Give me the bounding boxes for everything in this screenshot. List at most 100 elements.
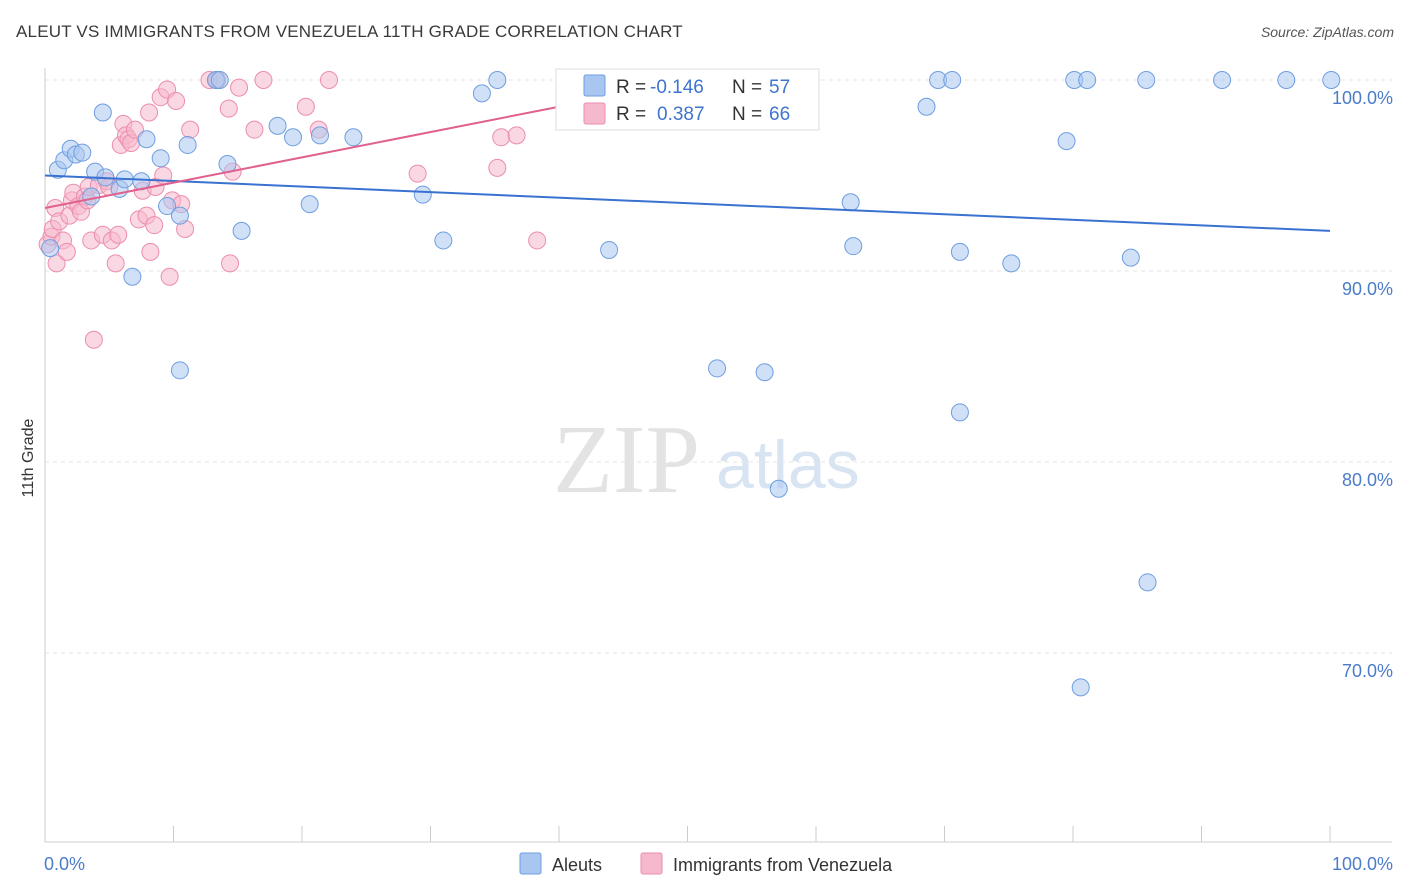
aleuts-trend-line [44,174,1331,232]
aleuts-point-35 [708,359,727,378]
venezuela-swatch [583,102,606,125]
aleuts-point-55 [1277,71,1296,89]
aleuts-point-38 [769,479,788,498]
aleuts-r-value: -0.146 [650,77,704,98]
venezuela-point-62 [528,231,547,250]
venezuela-point-59 [488,158,507,177]
aleuts-point-50 [1078,71,1097,89]
aleuts-point-29 [413,185,432,204]
venezuela-point-24 [109,225,128,244]
venezuela-point-53 [245,120,264,139]
venezuela-point-34 [140,103,159,122]
y-tick-label-3: 70.0% [1342,661,1393,681]
venezuela-trend-line [44,105,560,209]
aleuts-point-15 [151,149,170,168]
trend-lines [44,105,1331,232]
aleuts-point-26 [300,195,319,214]
aleuts-point-24 [268,116,287,135]
aleuts-n-label: N = [732,77,762,98]
venezuela-point-41 [160,267,179,286]
legend-venezuela-swatch [640,852,663,875]
aleuts-point-47 [1057,132,1076,151]
venezuela-point-17 [84,330,103,349]
series-legend: Aleuts Immigrants from Venezuela [519,852,893,875]
venezuela-point-60 [492,128,511,147]
venezuela-point-61 [507,126,526,145]
chart-title: ALEUT VS IMMIGRANTS FROM VENEZUELA 11TH … [16,22,683,41]
y-tick-label-2: 80.0% [1342,470,1393,490]
aleuts-point-8 [93,103,112,122]
y-tick-label-1: 90.0% [1342,279,1393,299]
venezuela-point-54 [254,71,273,89]
venezuela-point-23 [106,254,125,273]
aleuts-point-19 [178,135,197,154]
aleuts-point-54 [1213,71,1232,89]
aleuts-point-56 [1322,71,1341,89]
aleuts-point-23 [232,221,251,240]
venezuela-r-label: R = [616,104,646,125]
venezuela-point-52 [230,78,249,97]
aleuts-point-45 [950,242,969,261]
venezuela-r-value: 0.387 [657,104,705,125]
venezuela-point-43 [167,92,186,111]
aleuts-points [41,71,1341,697]
aleuts-point-6 [82,187,101,206]
aleuts-point-53 [1137,71,1156,89]
y-tick-label-0: 100.0% [1332,88,1393,108]
y-axis-label: 11th Grade [20,418,37,497]
aleuts-point-12 [123,267,142,286]
watermark-atlas: atlas [716,427,860,503]
aleuts-point-0 [41,239,60,258]
aleuts-point-17 [170,206,189,225]
venezuela-point-51 [221,254,240,273]
venezuela-point-36 [145,216,164,235]
aleuts-point-44 [950,403,969,422]
venezuela-point-4 [47,254,66,273]
aleuts-point-41 [917,97,936,116]
venezuela-point-7 [57,242,76,261]
x-tick-max: 100.0% [1332,854,1393,874]
watermark-zip: ZIP [553,406,700,514]
venezuela-point-35 [141,242,160,261]
venezuela-point-55 [296,97,315,116]
venezuela-point-30 [125,120,144,139]
aleuts-point-5 [73,143,92,162]
venezuela-n-value: 66 [769,104,790,125]
venezuela-point-50 [219,99,238,118]
aleuts-point-37 [755,363,774,382]
aleuts-r-label: R = [616,77,646,98]
aleuts-point-25 [284,128,303,147]
aleuts-point-39 [841,193,860,212]
venezuela-point-57 [319,71,338,89]
venezuela-point-46 [181,120,200,139]
axes [44,68,1392,843]
stats-legend: R = -0.146 N = 57 R = 0.387 N = 66 [555,68,820,131]
aleuts-point-51 [1121,248,1140,267]
venezuela-points [38,71,583,349]
x-tick-min: 0.0% [44,854,85,874]
venezuela-point-58 [408,164,427,183]
aleuts-point-14 [137,130,156,149]
aleuts-point-18 [170,361,189,380]
venezuela-n-label: N = [732,104,762,125]
aleuts-point-27 [310,126,329,145]
aleuts-point-52 [1138,573,1157,592]
aleuts-n-value: 57 [769,77,790,98]
aleuts-point-43 [943,71,962,89]
aleuts-point-28 [344,128,363,147]
legend-aleuts-swatch [519,852,542,875]
source-credit: Source: ZipAtlas.com [1260,24,1394,40]
y-tick-labels: 100.0% 90.0% 80.0% 70.0% [1332,88,1393,681]
aleuts-point-21 [210,71,229,89]
aleuts-point-46 [1002,254,1021,273]
aleuts-swatch [583,74,606,97]
aleuts-point-40 [844,237,863,256]
aleuts-point-31 [472,84,491,103]
legend-venezuela-label: Immigrants from Venezuela [673,855,893,875]
aleuts-point-16 [158,197,177,216]
legend-aleuts-label: Aleuts [552,855,602,875]
aleuts-point-33 [600,240,619,259]
aleuts-point-30 [434,231,453,250]
aleuts-point-49 [1071,678,1090,697]
